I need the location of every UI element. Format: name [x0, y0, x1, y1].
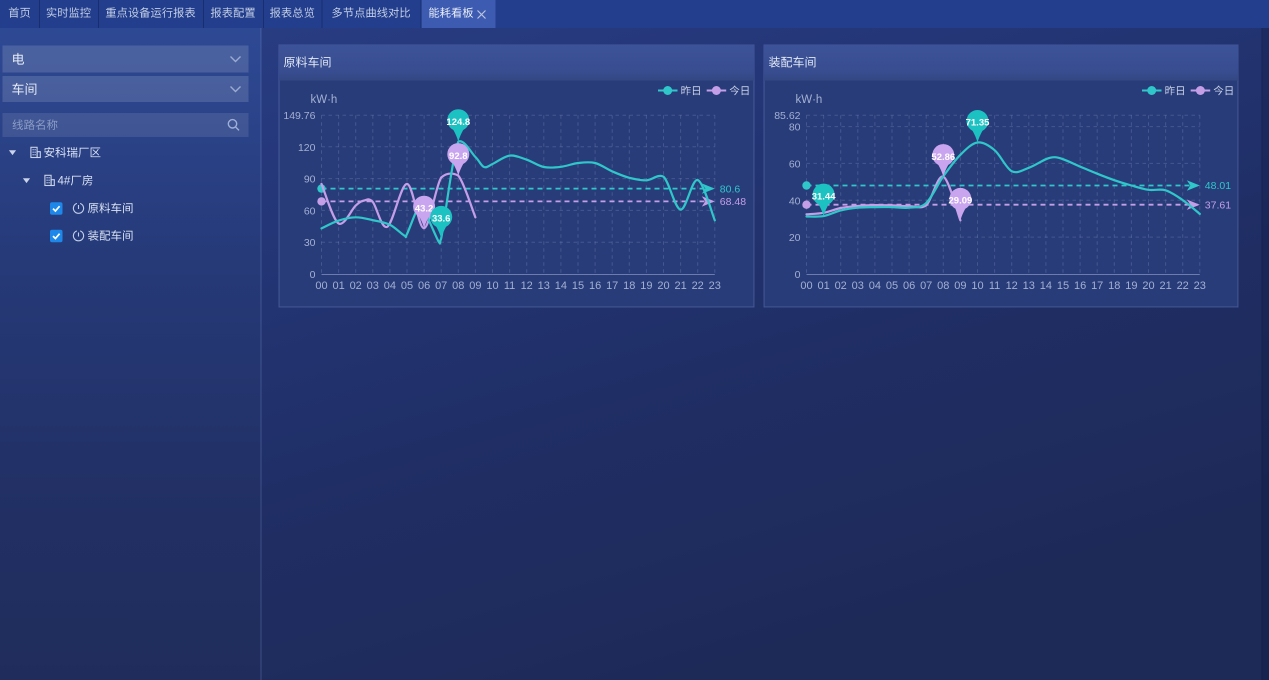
svg-text:02: 02 — [835, 280, 847, 292]
svg-text:43.2: 43.2 — [415, 203, 434, 214]
svg-text:06: 06 — [418, 280, 430, 292]
svg-text:21: 21 — [674, 280, 686, 292]
svg-text:10: 10 — [486, 280, 498, 292]
svg-text:21: 21 — [1159, 280, 1171, 292]
svg-text:12: 12 — [1006, 280, 1018, 292]
svg-text:92.8: 92.8 — [449, 151, 468, 162]
svg-text:15: 15 — [572, 280, 584, 292]
svg-text:07: 07 — [435, 280, 447, 292]
svg-text:33.6: 33.6 — [432, 214, 451, 225]
svg-text:60: 60 — [789, 158, 801, 170]
svg-text:30: 30 — [304, 237, 316, 249]
svg-text:16: 16 — [1074, 280, 1086, 292]
svg-text:10: 10 — [971, 280, 983, 292]
svg-text:05: 05 — [886, 280, 898, 292]
svg-text:09: 09 — [954, 280, 966, 292]
svg-text:kW·h: kW·h — [311, 94, 338, 106]
svg-text:80: 80 — [789, 122, 801, 134]
svg-text:37.61: 37.61 — [1205, 199, 1231, 211]
svg-text:90: 90 — [304, 174, 316, 186]
svg-text:08: 08 — [452, 280, 464, 292]
svg-text:02: 02 — [350, 280, 362, 292]
svg-text:00: 00 — [800, 280, 812, 292]
svg-text:06: 06 — [903, 280, 915, 292]
svg-text:20: 20 — [657, 280, 669, 292]
svg-text:85.62: 85.62 — [774, 110, 800, 122]
svg-text:22: 22 — [1177, 280, 1189, 292]
svg-text:12: 12 — [521, 280, 533, 292]
svg-text:23: 23 — [1194, 280, 1206, 292]
svg-text:29.09: 29.09 — [949, 196, 973, 207]
svg-text:09: 09 — [469, 280, 481, 292]
svg-text:07: 07 — [920, 280, 932, 292]
svg-text:149.76: 149.76 — [283, 110, 315, 122]
svg-text:20: 20 — [1142, 280, 1154, 292]
svg-text:31.44: 31.44 — [812, 191, 836, 202]
svg-text:23: 23 — [709, 280, 721, 292]
svg-text:0: 0 — [795, 269, 801, 281]
svg-text:04: 04 — [384, 280, 396, 292]
svg-text:14: 14 — [555, 280, 567, 292]
svg-text:00: 00 — [315, 280, 327, 292]
svg-text:08: 08 — [937, 280, 949, 292]
svg-text:03: 03 — [852, 280, 864, 292]
svg-text:01: 01 — [817, 280, 829, 292]
svg-text:03: 03 — [367, 280, 379, 292]
svg-text:16: 16 — [589, 280, 601, 292]
svg-text:4#: 4# — [58, 176, 71, 188]
svg-text:15: 15 — [1057, 280, 1069, 292]
svg-text:18: 18 — [623, 280, 635, 292]
svg-text:0: 0 — [310, 269, 316, 281]
svg-text:05: 05 — [401, 280, 413, 292]
svg-text:17: 17 — [606, 280, 618, 292]
svg-text:04: 04 — [869, 280, 881, 292]
svg-text:14: 14 — [1040, 280, 1052, 292]
svg-text:68.48: 68.48 — [720, 196, 746, 208]
svg-text:13: 13 — [1023, 280, 1035, 292]
svg-text:11: 11 — [989, 280, 1000, 292]
svg-text:18: 18 — [1108, 280, 1120, 292]
svg-text:13: 13 — [538, 280, 550, 292]
svg-text:40: 40 — [789, 195, 801, 207]
svg-text:19: 19 — [1125, 280, 1137, 292]
svg-text:48.01: 48.01 — [1205, 180, 1231, 192]
svg-text:120: 120 — [298, 142, 316, 154]
svg-text:11: 11 — [504, 280, 515, 292]
svg-text:80.6: 80.6 — [720, 183, 741, 195]
svg-text:01: 01 — [332, 280, 344, 292]
svg-text:22: 22 — [692, 280, 704, 292]
svg-text:60: 60 — [304, 205, 316, 217]
svg-text:20: 20 — [789, 232, 801, 244]
svg-text:71.35: 71.35 — [966, 118, 990, 129]
svg-text:19: 19 — [640, 280, 652, 292]
svg-text:124.8: 124.8 — [446, 117, 470, 128]
svg-text:17: 17 — [1091, 280, 1103, 292]
svg-text:kW·h: kW·h — [796, 94, 823, 106]
svg-text:52.86: 52.86 — [931, 152, 955, 163]
